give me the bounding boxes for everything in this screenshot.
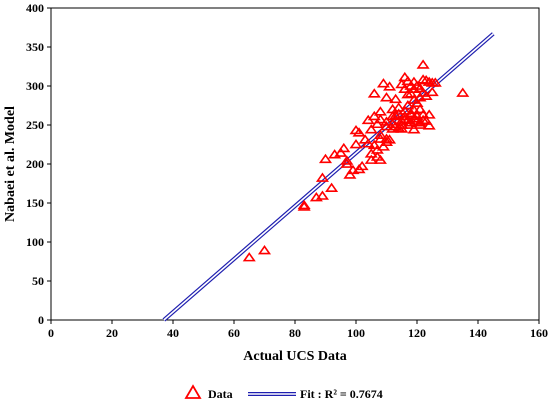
data-point	[401, 75, 415, 86]
fit-line-core	[163, 33, 494, 321]
x-tick-label: 0	[48, 326, 54, 340]
data-point	[373, 129, 387, 139]
data-point	[373, 114, 387, 124]
data-point	[401, 99, 415, 110]
data-point	[392, 102, 406, 112]
data-point	[401, 119, 415, 129]
data-point	[318, 153, 333, 164]
data-point	[355, 160, 369, 171]
data-point	[404, 88, 418, 98]
data-point	[425, 86, 439, 97]
data-point	[340, 155, 354, 165]
y-tick-label: 50	[32, 274, 44, 288]
y-tick-label: 0	[38, 313, 44, 327]
data-point	[257, 245, 272, 255]
x-tick-label: 100	[347, 326, 365, 340]
data-point	[334, 147, 348, 157]
data-point	[422, 109, 436, 119]
legend-data-label: Data	[208, 387, 233, 401]
data-point	[242, 252, 256, 262]
data-point	[416, 59, 430, 69]
x-tick-label: 80	[289, 326, 301, 340]
legend-fit-label: Fit : R² = 0.7674	[300, 387, 383, 401]
x-tick-label: 140	[469, 326, 487, 340]
data-point	[376, 78, 390, 88]
data-point	[337, 142, 351, 153]
data-point	[389, 93, 403, 104]
data-point	[413, 103, 427, 114]
legend-data-marker	[184, 384, 202, 399]
data-point	[364, 124, 378, 134]
data-point	[373, 154, 387, 164]
data-point	[343, 169, 357, 179]
y-tick-label: 250	[26, 118, 44, 132]
data-point	[407, 124, 421, 134]
data-point	[361, 138, 375, 148]
data-point	[370, 118, 384, 129]
data-point	[297, 199, 311, 210]
data-points	[242, 59, 470, 262]
plot-border	[50, 7, 540, 321]
y-tick-label: 400	[26, 1, 44, 15]
y-tick-label: 300	[26, 79, 44, 93]
x-axis-ticks: 0 20 40 60 80 100 120 140 160	[48, 320, 548, 340]
fit-layer	[162, 32, 495, 322]
x-tick-label: 160	[530, 326, 548, 340]
data-point	[398, 105, 412, 115]
data-point	[456, 87, 470, 97]
data-point	[367, 139, 381, 150]
data-point	[379, 116, 394, 126]
data-point	[352, 127, 366, 137]
legend: Data Fit : R² = 0.7674	[184, 384, 383, 401]
data-point	[376, 141, 390, 151]
data-point	[419, 115, 433, 125]
data-point	[383, 134, 397, 144]
data-point	[325, 182, 339, 193]
data-point	[379, 136, 394, 146]
data-point	[373, 133, 387, 143]
data-point	[297, 201, 311, 211]
y-axis-ticks: 0 50 100 150 200 250 300 350 400	[26, 1, 51, 327]
data-point	[413, 82, 427, 93]
data-point	[389, 110, 403, 120]
x-tick-label: 40	[167, 326, 179, 340]
data-point	[367, 110, 381, 121]
data-point	[379, 92, 394, 102]
data-point	[416, 109, 430, 119]
data-point	[349, 138, 363, 149]
x-tick-label: 60	[228, 326, 240, 340]
y-axis-title: Nabaei et al. Model	[3, 106, 18, 222]
plot-area	[50, 7, 540, 321]
data-point	[315, 172, 329, 182]
data-point	[428, 77, 442, 87]
y-tick-label: 200	[26, 157, 44, 171]
data-point	[410, 97, 424, 107]
x-tick-label: 120	[408, 326, 426, 340]
data-point	[367, 88, 381, 98]
y-tick-label: 350	[26, 40, 44, 54]
x-tick-label: 20	[106, 326, 118, 340]
x-axis-title: Actual UCS Data	[243, 349, 346, 364]
y-tick-label: 150	[26, 196, 44, 210]
data-point	[383, 81, 397, 91]
data-point	[422, 120, 436, 130]
data-point	[315, 190, 329, 200]
data-point	[373, 106, 387, 116]
y-tick-label: 100	[26, 235, 44, 249]
